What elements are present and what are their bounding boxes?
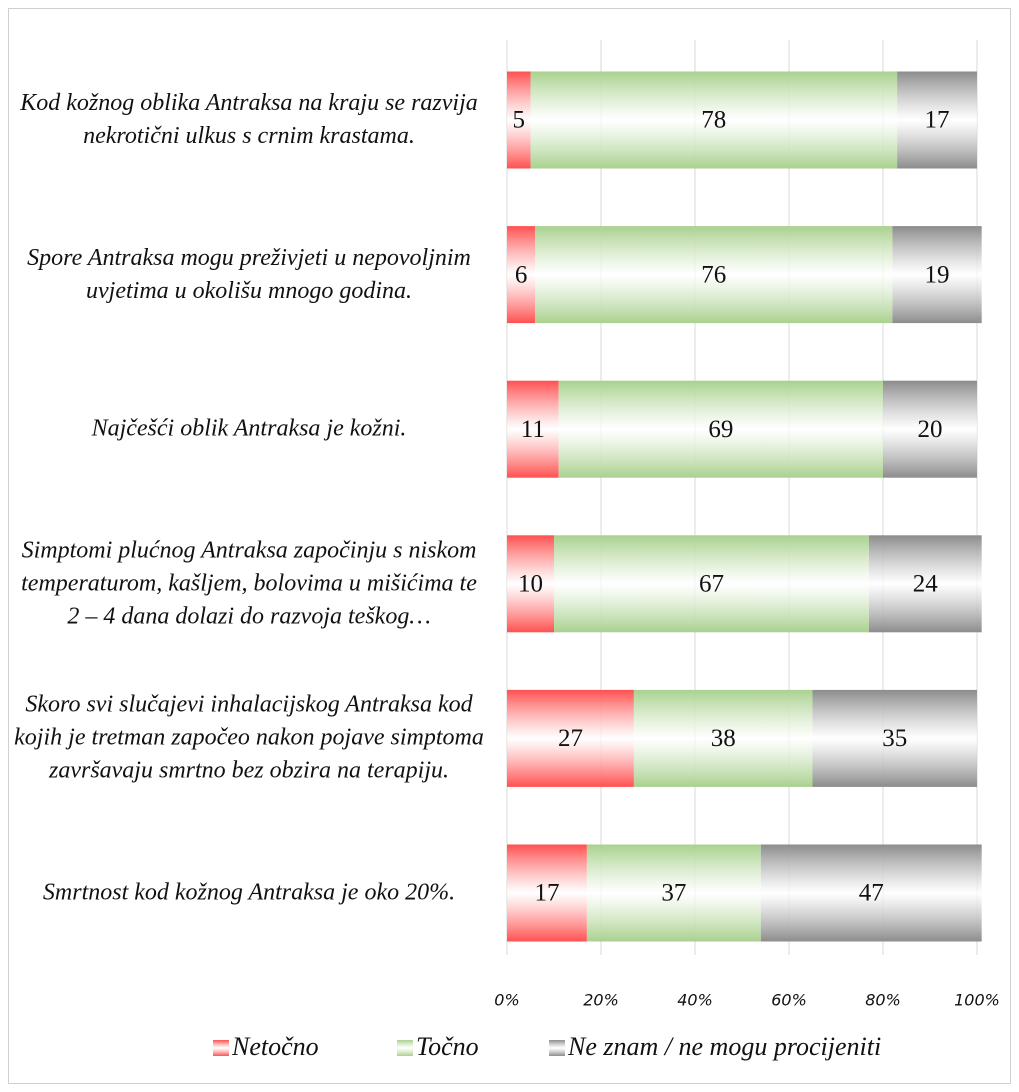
data-label: 38 xyxy=(711,725,736,752)
data-label: 78 xyxy=(701,107,726,134)
data-label: 35 xyxy=(882,725,907,752)
bar-segment xyxy=(868,535,982,633)
data-label: 67 xyxy=(699,571,724,598)
legend-label: Točno xyxy=(416,1032,479,1061)
data-label: 69 xyxy=(708,416,733,443)
x-tick-label: 100% xyxy=(954,991,1000,1010)
category-label: Najčešći oblik Antraksa je kožni. xyxy=(91,415,407,442)
data-label: 47 xyxy=(859,880,884,907)
x-tick-label: 0% xyxy=(494,991,519,1010)
data-label: 24 xyxy=(913,571,939,598)
legend-swatch xyxy=(213,1040,229,1056)
data-label: 17 xyxy=(534,880,559,907)
bar-segment xyxy=(558,380,883,478)
bar-segment xyxy=(892,226,982,324)
x-tick-label: 20% xyxy=(583,991,619,1010)
bar-segment xyxy=(633,689,813,787)
bar-segment xyxy=(507,71,531,169)
data-label: 76 xyxy=(701,261,726,288)
x-tick-label: 60% xyxy=(771,991,807,1010)
bar-segment xyxy=(507,689,634,787)
legend-label: Netočno xyxy=(231,1032,319,1061)
bar-segment xyxy=(586,844,761,942)
data-label: 17 xyxy=(925,107,950,134)
x-tick-label: 80% xyxy=(865,991,901,1010)
data-label: 11 xyxy=(521,416,545,443)
bar-segment xyxy=(507,535,554,633)
category-label: Simptomi plućnog Antraksa započinju s ni… xyxy=(21,537,477,630)
bar-segment xyxy=(897,71,977,169)
data-label: 5 xyxy=(513,107,526,134)
category-label: Smrtnost kod kožnog Antraksa je oko 20%. xyxy=(42,879,456,906)
bar-segment xyxy=(760,844,982,942)
data-label: 6 xyxy=(515,261,528,288)
x-tick-label: 40% xyxy=(677,991,713,1010)
bar-segment xyxy=(812,689,977,787)
data-label: 10 xyxy=(518,571,543,598)
legend-swatch xyxy=(397,1040,413,1056)
data-label: 20 xyxy=(918,416,943,443)
bar-segment xyxy=(507,844,587,942)
category-label: Spore Antraksa mogu preživjeti u nepovol… xyxy=(27,244,471,304)
bar-segment xyxy=(535,226,893,324)
frame xyxy=(8,8,1011,1084)
category-label: Skoro svi slučajevi inhalacijskog Antrak… xyxy=(14,691,484,784)
bar-segment xyxy=(507,380,559,478)
data-label: 27 xyxy=(558,725,583,752)
data-label: 37 xyxy=(661,880,686,907)
data-label: 19 xyxy=(925,261,950,288)
category-label: Kod kožnog oblika Antraksa na kraju se r… xyxy=(20,90,478,149)
bar-segment xyxy=(530,71,898,169)
bar-segment xyxy=(507,226,536,324)
bar-segment xyxy=(554,535,869,633)
bar-segment xyxy=(883,380,977,478)
legend-swatch xyxy=(549,1040,565,1056)
legend-label: Ne znam / ne mogu procijeniti xyxy=(567,1032,881,1061)
